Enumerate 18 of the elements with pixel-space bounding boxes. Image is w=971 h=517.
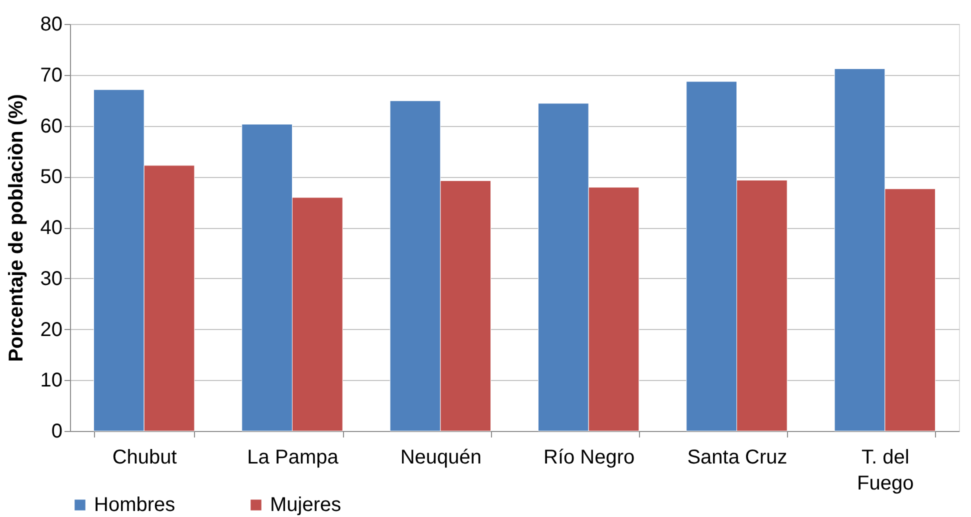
y-tick-label: 80 (40, 14, 62, 36)
x-tick-label: Neuquén (400, 446, 482, 468)
y-tick-label: 10 (40, 370, 62, 392)
y-tick-label: 50 (40, 166, 62, 188)
x-tick-label: Río Negro (544, 446, 635, 468)
y-tick-label: 20 (40, 318, 62, 341)
y-tick-label: 70 (40, 64, 62, 86)
y-axis-title: Porcentaje de poblaciòn (%) (5, 94, 28, 362)
x-tick-label: T. del Fuego (857, 446, 914, 494)
y-tick-label: 60 (40, 115, 62, 138)
y-tick-label: 40 (40, 217, 62, 239)
x-tick-label: La Pampa (247, 446, 340, 468)
x-tick-label: Santa Cruz (687, 446, 788, 468)
legend-label: Hombres (94, 494, 176, 516)
y-tick-label: 30 (40, 268, 62, 290)
x-tick-label: Chubut (112, 446, 178, 468)
y-tick-label: 0 (51, 420, 62, 442)
legend-label: Mujeres (270, 494, 342, 516)
